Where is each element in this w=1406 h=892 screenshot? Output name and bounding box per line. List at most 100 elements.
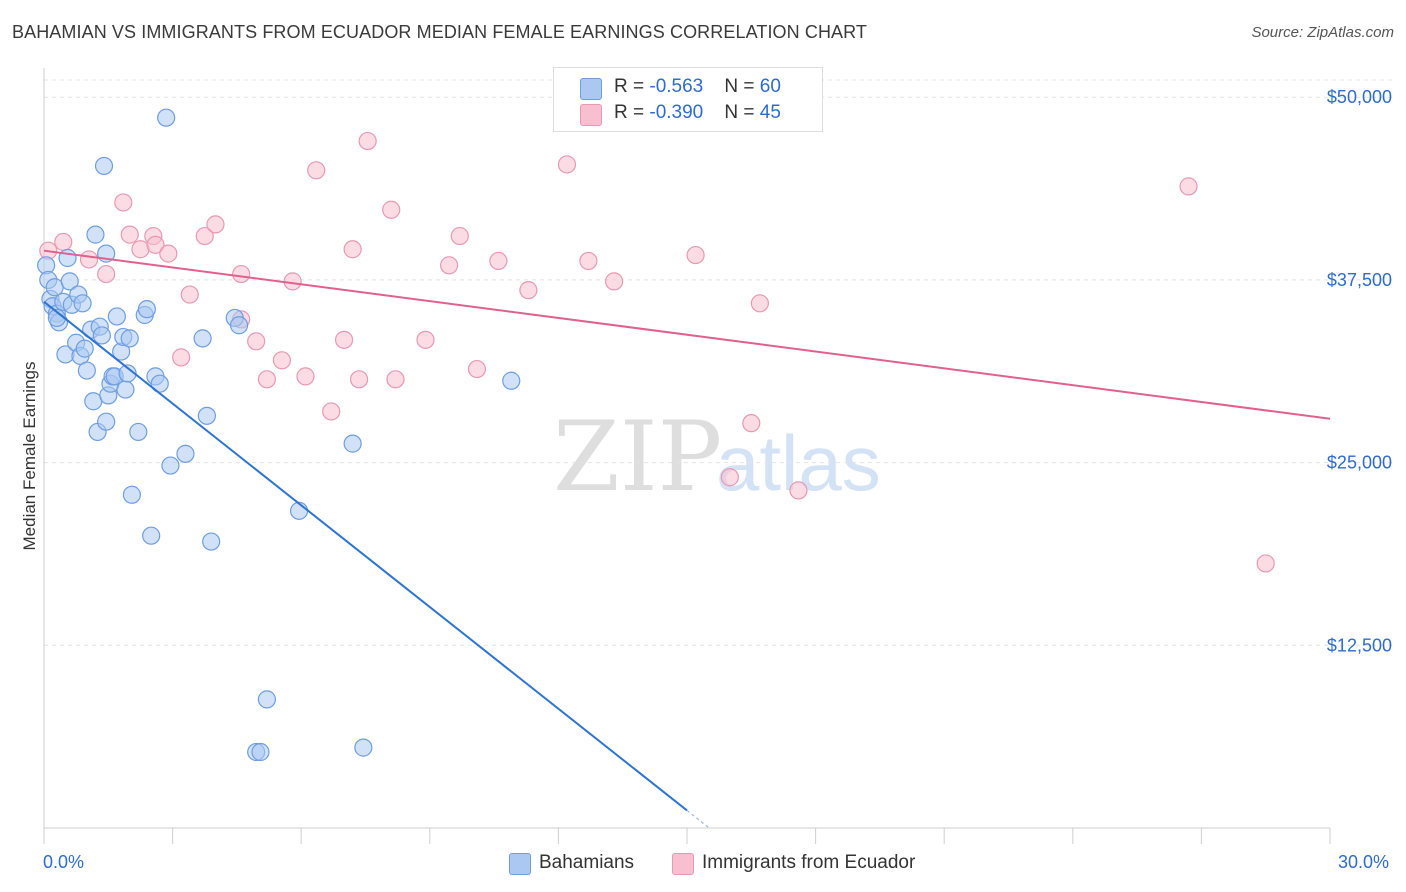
bahamians-point — [116, 380, 135, 399]
y-tick-labels: $12,500 $25,000 $37,500 $50,000 — [1327, 87, 1392, 655]
legend-n-label: N = — [724, 102, 760, 123]
ecuador-point — [131, 240, 150, 259]
ecuador-point — [114, 193, 133, 212]
bottom-legend-swatch-bahamians — [509, 853, 531, 875]
correlation-legend: R = -0.563 N = 60 R = -0.390 N = 45 — [553, 67, 823, 132]
ecuador-point — [416, 330, 435, 349]
bahamians-point — [193, 329, 212, 348]
y-tick-label: $12,500 — [1327, 635, 1392, 655]
ecuador-point — [172, 348, 191, 367]
ecuador-point — [146, 235, 165, 254]
ecuador-point — [54, 232, 73, 252]
ecuador-point — [349, 370, 369, 389]
bahamians-point — [137, 300, 156, 319]
bahamians-point — [502, 371, 521, 390]
chart-title: BAHAMIAN VS IMMIGRANTS FROM ECUADOR MEDI… — [12, 22, 868, 42]
bahamians-point — [107, 307, 126, 326]
ecuador-point — [579, 251, 598, 271]
bottom-legend-label-bahamians: Bahamians — [539, 852, 635, 873]
legend-swatch-ecuador — [580, 104, 602, 126]
trend-lines — [43, 249, 1331, 829]
bahamians-point — [73, 294, 92, 313]
ecuador-point — [296, 367, 315, 386]
legend-n-label: N = — [724, 76, 760, 97]
bahamians-point — [157, 108, 176, 127]
bahamians-point — [197, 406, 216, 425]
bahamians-point — [60, 272, 79, 291]
bahamians-trend-line — [43, 301, 688, 812]
x-axis-max-label: 30.0% — [1338, 852, 1390, 872]
ecuador-point — [334, 330, 354, 349]
ecuador-point — [206, 215, 225, 234]
legend-n-value: 45 — [759, 102, 781, 123]
ecuador-point — [519, 281, 538, 300]
bahamians-point — [94, 156, 114, 176]
ecuador-point — [450, 226, 469, 246]
bahamians-point — [289, 501, 309, 520]
bahamians-point — [86, 225, 105, 244]
ecuador-point — [343, 240, 362, 259]
ecuador-point — [307, 161, 326, 180]
bahamians-point — [75, 339, 94, 358]
legend-r-value: -0.563 — [649, 76, 704, 97]
legend-swatch-bahamians — [580, 78, 602, 100]
bahamians-point — [92, 326, 111, 345]
y-tick-label: $37,500 — [1327, 270, 1392, 290]
ecuador-point — [382, 200, 401, 219]
bottom-legend-label-ecuador: Immigrants from Ecuador — [702, 852, 916, 873]
ecuador-point — [720, 468, 739, 487]
ecuador-point — [79, 250, 99, 269]
ecuador-point — [120, 225, 139, 244]
bahamians-point — [257, 690, 277, 709]
ecuador-point — [750, 294, 769, 313]
bahamians-point — [202, 532, 221, 551]
bahamians-trend-extension — [686, 809, 710, 829]
ecuador-point — [159, 244, 178, 263]
ecuador-trend-line — [43, 249, 1331, 420]
ecuador-point — [789, 481, 808, 500]
y-tick-label: $50,000 — [1327, 87, 1392, 107]
y-tick-label: $25,000 — [1327, 453, 1392, 473]
legend-r-label: R = — [614, 76, 650, 97]
ecuador-point — [1256, 554, 1275, 573]
bahamians-point — [343, 434, 362, 453]
bahamians-point — [354, 738, 373, 757]
bahamians-point — [120, 329, 139, 348]
bahamians-point — [77, 361, 96, 380]
x-axis-min-label: 0.0% — [43, 852, 85, 872]
bahamians-point — [122, 485, 141, 504]
ecuador-point — [97, 264, 116, 284]
ecuador-point — [232, 264, 251, 284]
source-label: Source: ZipAtlas.com — [1251, 24, 1394, 41]
axes — [43, 68, 1331, 844]
ecuador-point — [686, 245, 705, 265]
bahamians-point — [251, 742, 270, 762]
legend-r-value: -0.390 — [649, 102, 704, 123]
ecuador-point — [180, 285, 199, 304]
watermark-zip: ZIP — [553, 401, 722, 513]
series-bahamians-points — [37, 108, 521, 762]
watermark: ZIP atlas — [553, 401, 881, 513]
legend-n-value: 60 — [759, 76, 781, 97]
series-ecuador-points — [39, 131, 1275, 573]
ecuador-point — [605, 272, 624, 291]
ecuador-point — [386, 370, 405, 389]
ecuador-point — [439, 256, 459, 275]
bahamians-point — [142, 526, 161, 545]
bahamians-point — [176, 444, 195, 463]
grid-lines — [44, 79, 1392, 646]
ecuador-point — [257, 370, 277, 389]
bahamians-point — [129, 422, 148, 442]
ecuador-point — [742, 414, 761, 433]
ecuador-point — [1179, 177, 1198, 196]
ecuador-point — [358, 131, 377, 151]
ecuador-point — [272, 351, 292, 370]
ecuador-point — [195, 226, 214, 246]
y-axis-label: Median Female Earnings — [20, 361, 39, 551]
ecuador-point — [322, 402, 341, 421]
ecuador-point — [489, 251, 508, 271]
bahamians-point — [161, 456, 180, 475]
ecuador-point — [467, 359, 487, 379]
ecuador-point — [557, 155, 577, 174]
